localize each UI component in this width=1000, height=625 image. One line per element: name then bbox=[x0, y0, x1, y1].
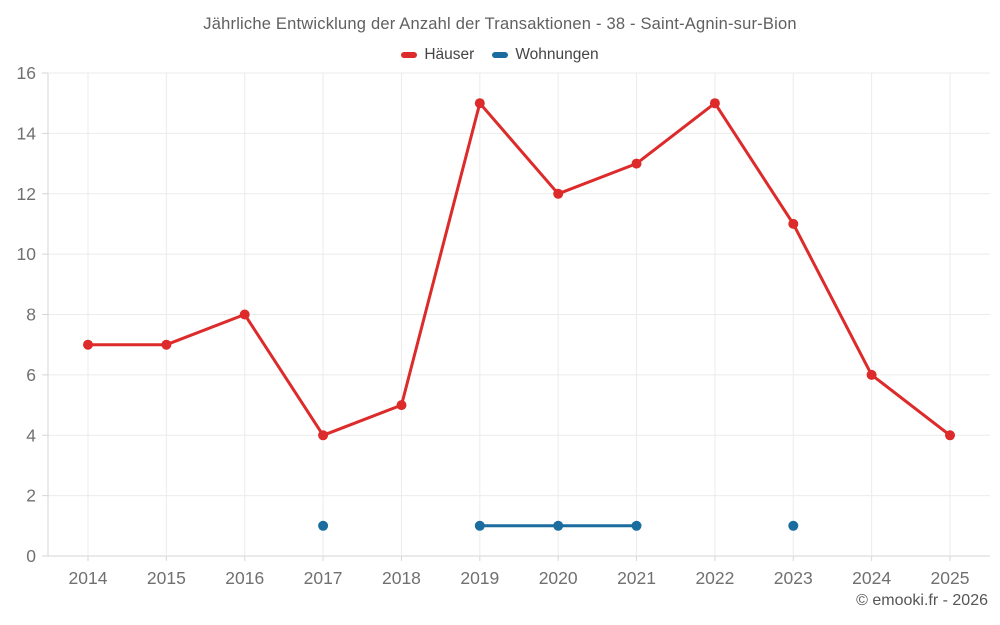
legend-item-h-user[interactable]: Häuser bbox=[401, 46, 474, 64]
data-point-h-user-2024[interactable] bbox=[866, 369, 877, 380]
legend-swatch-h-user bbox=[401, 52, 418, 58]
data-point-wohnungen-2017[interactable] bbox=[318, 520, 329, 531]
data-point-wohnungen-2023[interactable] bbox=[788, 520, 799, 531]
data-point-wohnungen-2019[interactable] bbox=[474, 520, 485, 531]
legend-label: Häuser bbox=[424, 46, 475, 63]
data-point-h-user-2021[interactable] bbox=[631, 158, 642, 169]
data-point-h-user-2016[interactable] bbox=[239, 309, 250, 320]
x-tick-label: 2022 bbox=[695, 568, 734, 588]
data-point-h-user-2014[interactable] bbox=[83, 339, 93, 350]
y-tick-label: 12 bbox=[17, 184, 36, 204]
data-point-h-user-2018[interactable] bbox=[396, 400, 407, 411]
x-tick-label: 2015 bbox=[147, 568, 186, 588]
y-tick-label: 8 bbox=[26, 305, 36, 325]
data-point-h-user-2015[interactable] bbox=[161, 339, 172, 350]
y-tick-label: 0 bbox=[26, 546, 36, 566]
data-point-wohnungen-2020[interactable] bbox=[553, 520, 564, 531]
data-point-h-user-2025[interactable] bbox=[945, 430, 955, 441]
chart-title: Jährliche Entwicklung der Anzahl der Tra… bbox=[203, 15, 797, 33]
y-tick-label: 14 bbox=[17, 123, 37, 143]
legend-swatch-wohnungen bbox=[492, 52, 509, 58]
y-tick-label: 16 bbox=[17, 63, 36, 83]
x-tick-label: 2014 bbox=[69, 568, 108, 588]
legend: Häuser Wohnungen bbox=[0, 46, 1000, 64]
data-point-h-user-2017[interactable] bbox=[318, 430, 329, 441]
data-point-h-user-2020[interactable] bbox=[553, 188, 564, 199]
y-tick-label: 6 bbox=[26, 365, 36, 385]
x-tick-label: 2019 bbox=[460, 568, 499, 588]
x-tick-label: 2024 bbox=[852, 568, 891, 588]
copyright-note: © emooki.fr - 2026 bbox=[856, 592, 988, 609]
x-tick-label: 2021 bbox=[617, 568, 656, 588]
data-point-wohnungen-2021[interactable] bbox=[631, 520, 642, 531]
legend-item-wohnungen[interactable]: Wohnungen bbox=[492, 46, 599, 64]
legend-label: Wohnungen bbox=[515, 46, 599, 63]
data-point-h-user-2019[interactable] bbox=[474, 98, 485, 109]
y-tick-label: 2 bbox=[26, 486, 36, 506]
x-tick-label: 2017 bbox=[304, 568, 343, 588]
x-tick-label: 2018 bbox=[382, 568, 421, 588]
x-tick-label: 2020 bbox=[539, 568, 578, 588]
y-tick-label: 10 bbox=[17, 244, 37, 264]
y-tick-label: 4 bbox=[26, 425, 36, 445]
data-point-h-user-2023[interactable] bbox=[788, 218, 799, 229]
x-tick-label: 2023 bbox=[774, 568, 813, 588]
x-tick-label: 2025 bbox=[931, 568, 970, 588]
series-line-h-user bbox=[86, 101, 952, 437]
x-tick-label: 2016 bbox=[225, 568, 264, 588]
data-point-h-user-2022[interactable] bbox=[709, 98, 720, 109]
